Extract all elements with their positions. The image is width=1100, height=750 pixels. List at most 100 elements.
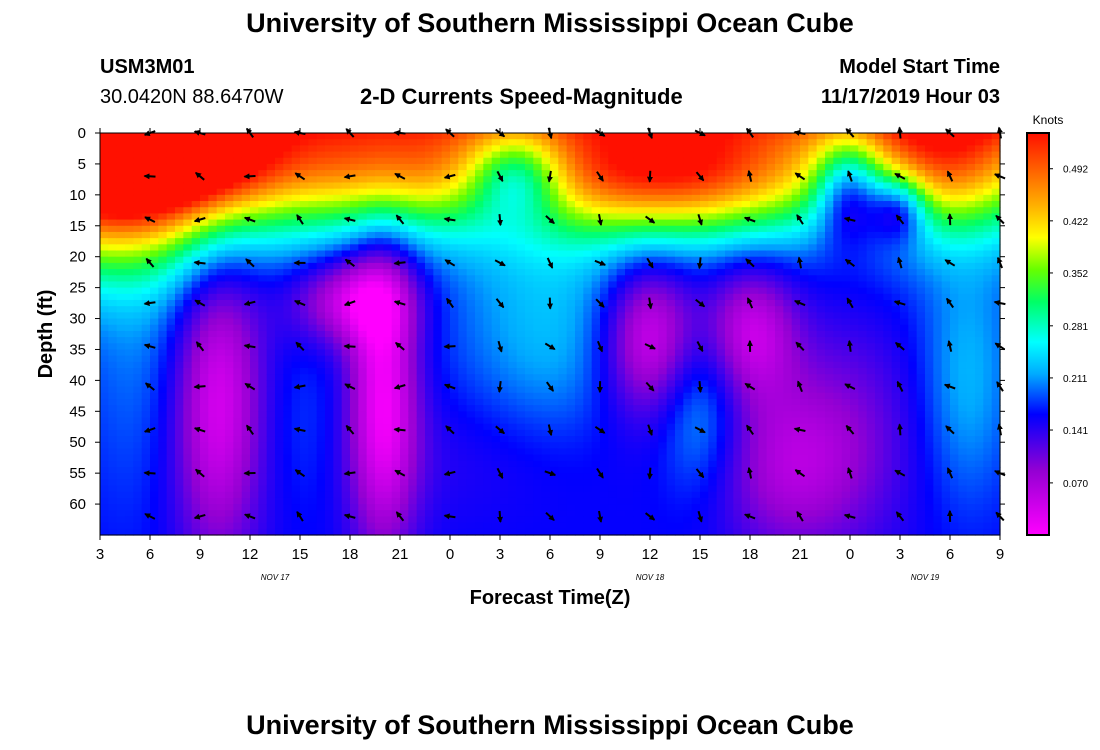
heat-cell <box>316 386 326 394</box>
heat-cell <box>425 145 434 153</box>
heat-cell <box>625 324 634 332</box>
heat-cell <box>216 194 226 202</box>
heat-cell <box>183 275 193 283</box>
heat-cell <box>708 176 718 184</box>
heat-cell <box>608 225 618 233</box>
heat-cell <box>608 491 618 499</box>
heat-cell <box>641 349 651 357</box>
heat-cell <box>375 497 384 505</box>
heat-cell <box>466 337 476 344</box>
heat-cell <box>383 349 393 357</box>
heat-cell <box>733 188 743 196</box>
heat-cell <box>625 355 634 363</box>
heat-cell <box>458 231 468 239</box>
heat-cell <box>391 479 401 487</box>
heat-cell <box>250 244 259 252</box>
heat-cell <box>483 355 493 363</box>
heat-cell <box>266 429 276 437</box>
heat-cell <box>333 256 343 264</box>
heat-cell <box>208 312 218 320</box>
heat-cell <box>375 163 384 171</box>
heat-cell <box>133 207 143 214</box>
heat-cell <box>233 157 243 165</box>
heat-cell <box>208 182 218 190</box>
heat-cell <box>550 157 559 165</box>
heat-cell <box>141 442 151 450</box>
heat-cell <box>275 522 284 530</box>
heat-cell <box>575 262 584 270</box>
heat-cell <box>208 225 218 233</box>
heat-cell <box>591 361 601 369</box>
heat-cell <box>183 423 193 431</box>
heat-cell <box>666 139 676 146</box>
heat-cell <box>258 256 268 264</box>
heat-cell <box>133 491 143 499</box>
heat-cell <box>716 133 726 140</box>
heat-cell <box>250 250 259 258</box>
heat-cell <box>358 411 368 419</box>
heat-cell <box>708 238 718 245</box>
heat-cell <box>616 281 626 289</box>
heat-cell <box>450 287 459 295</box>
heat-cell <box>383 324 393 332</box>
heat-cell <box>350 368 359 375</box>
heat-cell <box>375 244 384 252</box>
heat-cell <box>266 528 276 536</box>
heat-cell <box>641 133 651 140</box>
heat-cell <box>391 330 401 338</box>
heat-cell <box>300 337 309 344</box>
heat-cell <box>675 516 684 524</box>
heat-cell <box>158 194 168 202</box>
heat-cell <box>158 343 168 351</box>
heat-cell <box>433 219 443 227</box>
heat-cell <box>616 176 626 184</box>
heat-cell <box>416 442 426 450</box>
heat-cell <box>633 392 643 400</box>
heat-cell <box>108 299 118 307</box>
heat-cell <box>325 411 334 419</box>
heat-cell <box>233 133 243 140</box>
heat-cell <box>150 448 159 456</box>
heat-cell <box>258 145 268 153</box>
heat-cell <box>533 460 543 468</box>
heat-cell <box>391 386 401 394</box>
heat-cell <box>358 306 368 313</box>
heat-cell <box>491 417 501 425</box>
heat-cell <box>450 528 459 536</box>
heat-cell <box>466 330 476 338</box>
heat-cell <box>200 324 209 332</box>
heat-cell <box>508 398 518 406</box>
heat-cell <box>308 374 318 381</box>
heat-cell <box>166 231 176 239</box>
heat-cell <box>308 485 318 493</box>
heat-cell <box>533 380 543 388</box>
heat-cell <box>250 429 259 437</box>
heat-cell <box>550 423 559 431</box>
heat-cell <box>200 256 209 264</box>
heat-cell <box>108 343 118 351</box>
heat-cell <box>433 213 443 221</box>
heat-cell <box>400 436 409 443</box>
heat-cell <box>566 405 576 412</box>
heat-cell <box>108 145 118 153</box>
heat-cell <box>358 337 368 344</box>
heat-cell <box>333 355 343 363</box>
heat-cell <box>583 219 593 227</box>
heat-cell <box>633 225 643 233</box>
heat-cell <box>508 343 518 351</box>
heat-cell <box>175 411 184 419</box>
heat-cell <box>700 504 709 511</box>
heat-cell <box>708 330 718 338</box>
heat-cell <box>275 355 284 363</box>
heat-cell <box>691 510 701 518</box>
heat-cell <box>216 287 226 295</box>
heat-cell <box>675 485 684 493</box>
heat-cell <box>425 374 434 381</box>
heat-cell <box>250 436 259 443</box>
heat-cell <box>291 188 301 196</box>
heat-cell <box>525 281 534 289</box>
heat-cell <box>616 460 626 468</box>
heat-cell <box>391 231 401 239</box>
heat-cell <box>150 417 159 425</box>
heat-cell <box>466 312 476 320</box>
